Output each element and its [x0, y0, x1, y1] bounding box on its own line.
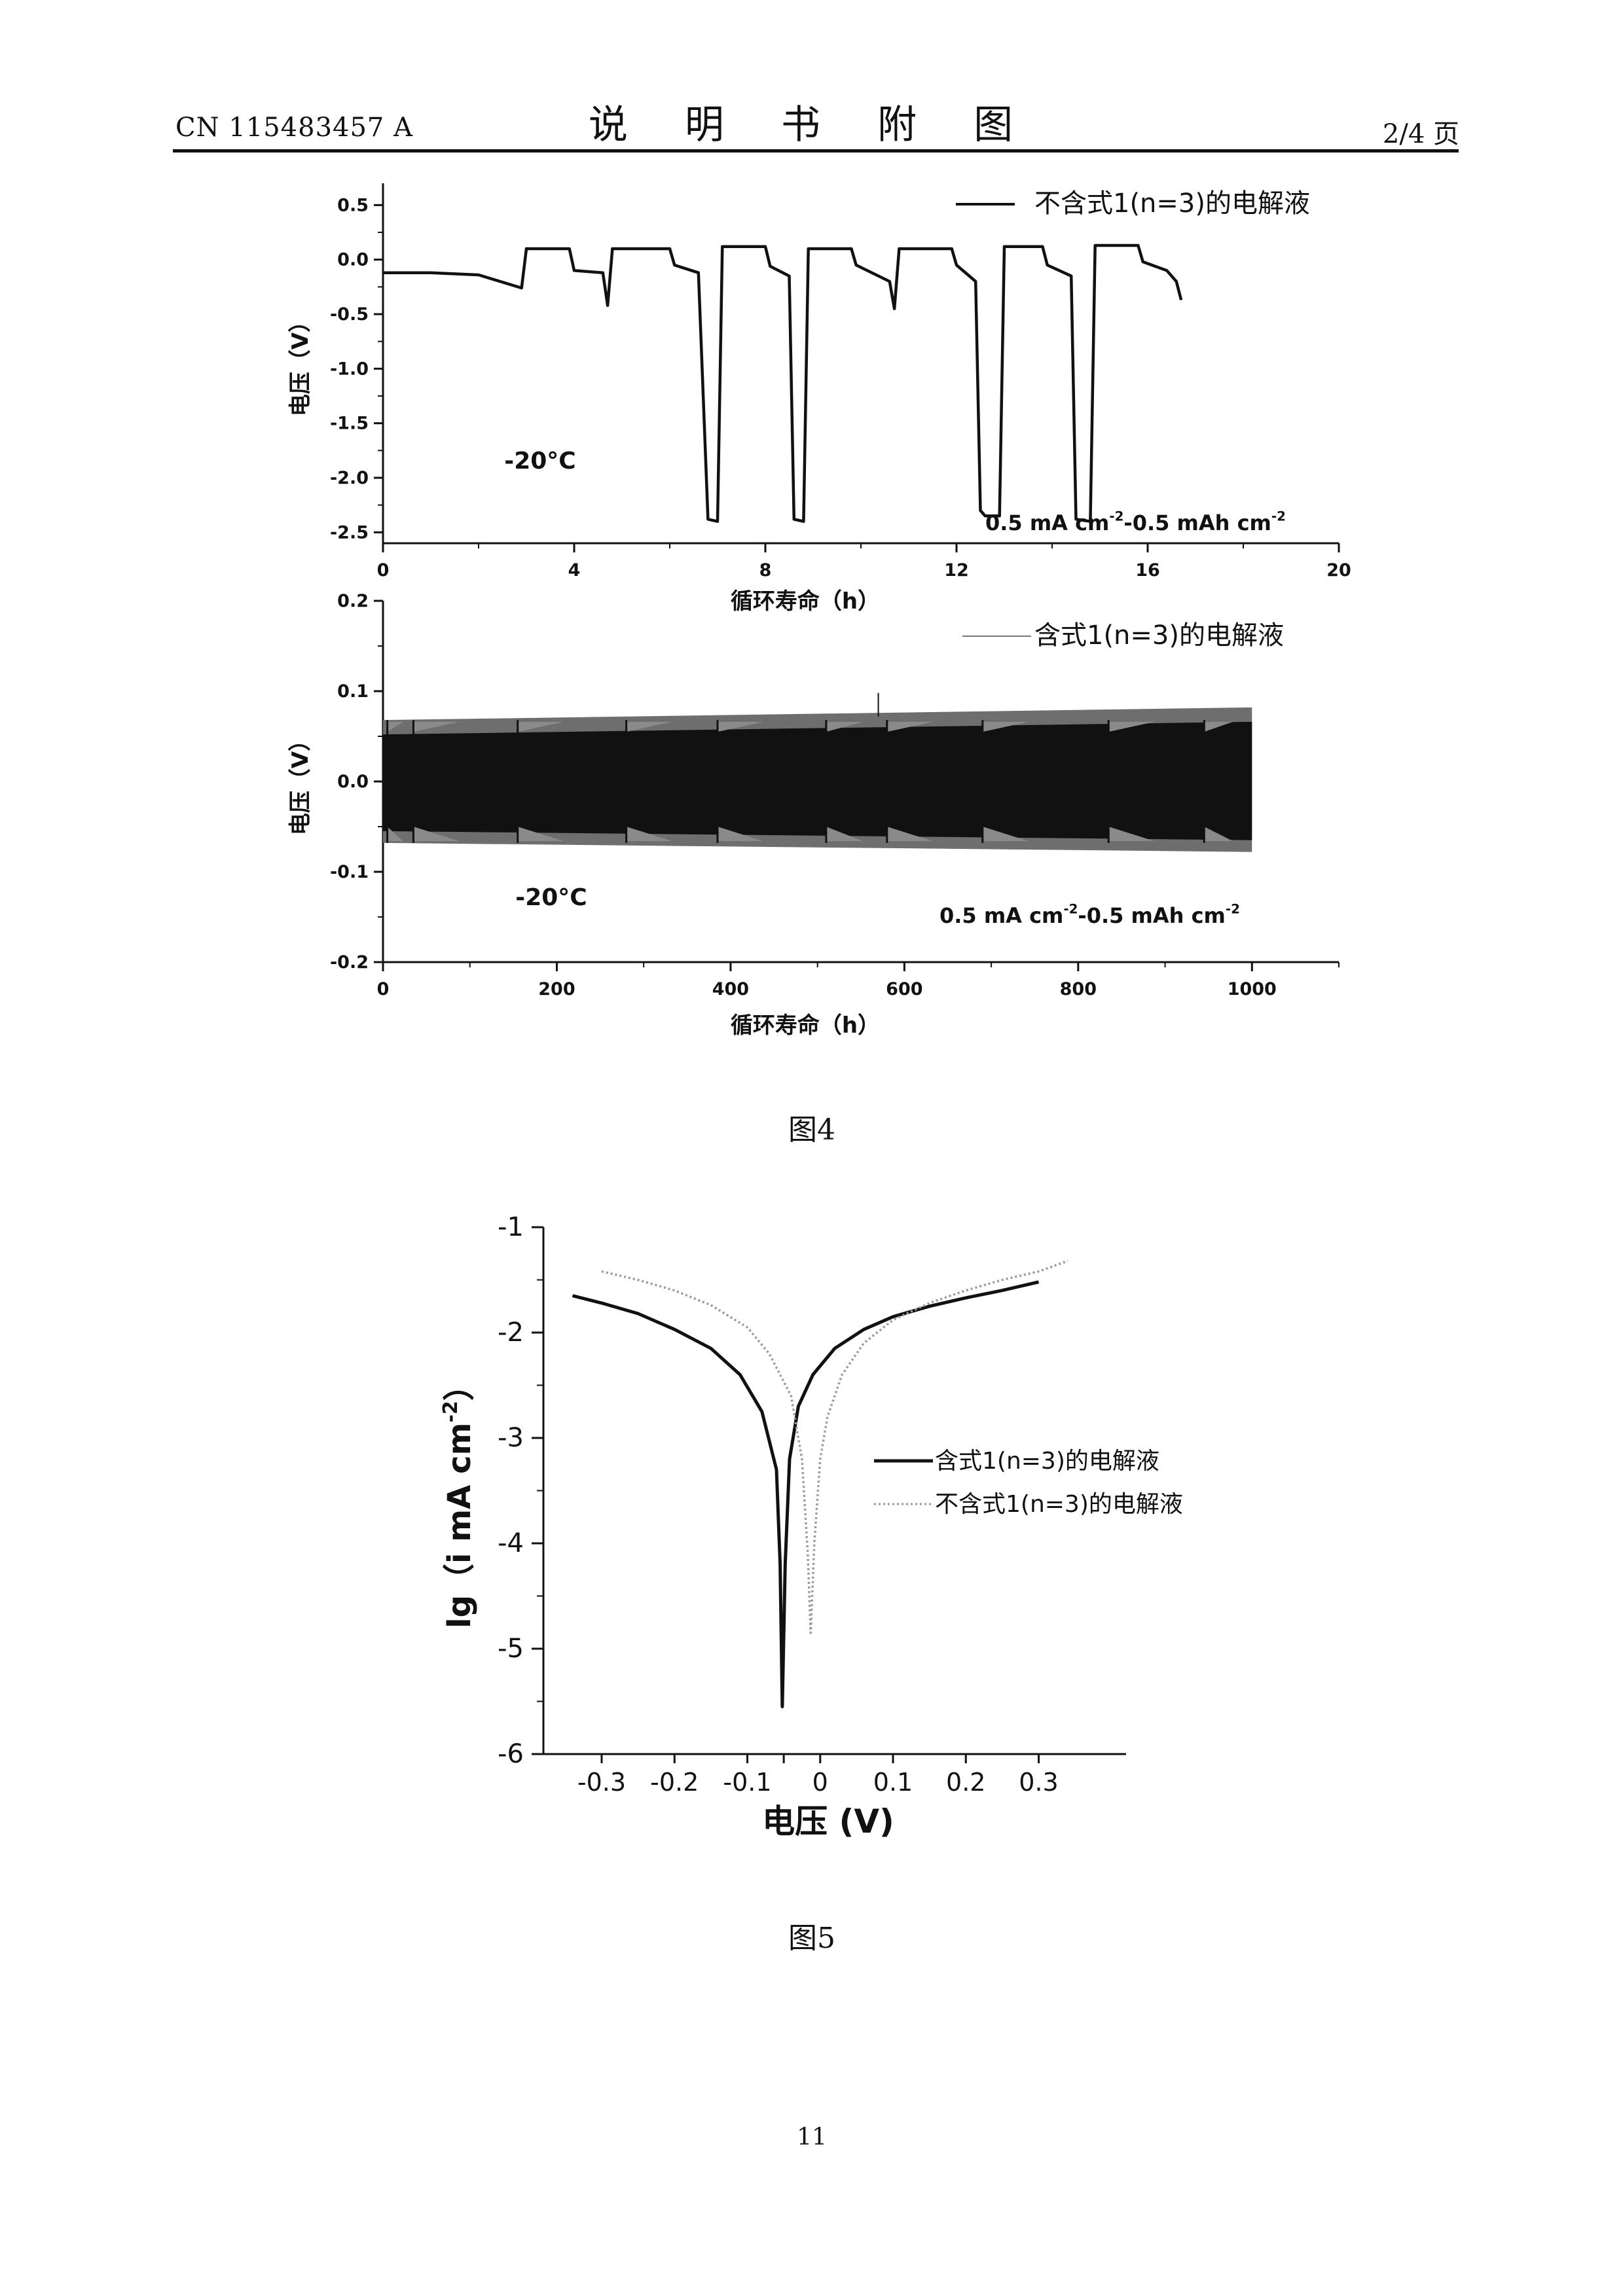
figure-5-caption: 图5 — [788, 1922, 835, 1955]
fig5-x-tick-label: 0.3 — [1019, 1768, 1058, 1797]
fig5-x-tick-label: 0 — [812, 1768, 828, 1797]
fig4b-cycle-segment-top — [826, 721, 863, 732]
fig5-y-tick-label: -4 — [498, 1528, 524, 1558]
fig5-legend-label-with: 含式1(n=3)的电解液 — [935, 1448, 1159, 1475]
fig4b-cycle-segment-top — [718, 721, 763, 732]
fig4a-y-tick-label: -2.0 — [330, 468, 369, 488]
fig4b-x-tick-label: 200 — [538, 979, 575, 999]
fig4b-cycle-segment-bottom — [826, 827, 863, 842]
fig4b-x-tick-label: 0 — [377, 979, 390, 999]
fig4b-x-tick-label: 600 — [886, 979, 922, 999]
fig5-x-axis-label: 电压 (V) — [762, 1803, 894, 1840]
fig4b-cycle-segment-bottom — [886, 827, 933, 842]
page-title: 说 明 书 附 图 — [588, 102, 1036, 148]
fig4a-series-line — [383, 243, 1183, 523]
fig5-y-axis-label: lg（i mA cm-2） — [439, 1369, 478, 1628]
fig4a-x-tick-label: 4 — [568, 560, 581, 581]
fig4a-x-axis-label: 循环寿命（h） — [731, 588, 880, 615]
fig5-y-tick-label: -5 — [498, 1634, 524, 1664]
fig4b-cycle-segment-top — [1108, 721, 1155, 732]
fig4b-cycle-segment-bottom — [982, 827, 1029, 842]
fig5-x-tick-label: -0.2 — [650, 1768, 699, 1797]
fig5-x-tick-label: -0.1 — [723, 1768, 771, 1797]
fig4b-y-tick-label: 0.0 — [337, 772, 369, 792]
fig5-legend-label-without: 不含式1(n=3)的电解液 — [935, 1491, 1183, 1518]
fig4a-x-tick-label: 8 — [759, 560, 772, 581]
fig4a-y-tick-label: -1.5 — [330, 414, 369, 434]
fig4b-cycle-segment-bottom — [387, 827, 403, 842]
fig4b-y-tick-label: -0.2 — [330, 952, 369, 973]
fig4b-cycle-segment-bottom — [1108, 827, 1155, 842]
fig4b-x-tick-label: 400 — [712, 979, 749, 999]
fig4a-x-tick-label: 16 — [1135, 560, 1160, 581]
fig5-x-tick-label: 0.1 — [873, 1768, 913, 1797]
fig4b-y-tick-label: -0.1 — [330, 862, 369, 882]
fig4b-series-core — [383, 721, 1252, 840]
page-number: 11 — [797, 2124, 827, 2151]
fig4b-cycle-segment-top — [517, 721, 564, 732]
fig4b-cycle-segment-bottom — [517, 827, 564, 842]
fig4a-x-tick-label: 20 — [1326, 560, 1351, 581]
fig4b-cycle-segment-bottom — [1204, 827, 1233, 842]
fig4b-cycle-segment-top — [1204, 721, 1233, 732]
fig4b-y-axis-label: 电压（V） — [287, 729, 314, 835]
fig4b-cycle-segment-top — [886, 721, 933, 732]
fig4b-y-tick-label: 0.1 — [337, 681, 369, 702]
fig4b-legend-label: 含式1(n=3)的电解液 — [1034, 620, 1284, 651]
header-rule — [173, 149, 1459, 152]
fig4b-cycle-segment-top — [626, 721, 672, 732]
page-indicator: 2/4 页 — [1382, 119, 1459, 149]
fig4b-cycle-segment-top — [387, 721, 403, 732]
fig4b-cycle-segment-top — [982, 721, 1029, 732]
fig4b-x-tick-label: 1000 — [1228, 979, 1277, 999]
fig5-y-tick-label: -2 — [498, 1318, 524, 1348]
figure-4-caption: 图4 — [788, 1113, 835, 1147]
fig4a-x-tick-label: 0 — [377, 560, 390, 581]
fig4a-y-tick-label: -1.0 — [330, 359, 369, 379]
fig4b-condition-annotation: 0.5 mA cm-2-0.5 mAh cm-2 — [939, 902, 1240, 928]
fig4b-cycle-segment-top — [413, 721, 460, 732]
fig5-y-tick-label: -1 — [498, 1212, 524, 1242]
patent-number: CN 115483457 A — [175, 113, 413, 143]
fig5-x-tick-label: -0.3 — [577, 1768, 626, 1797]
fig4b-x-tick-label: 800 — [1060, 979, 1097, 999]
fig4a-y-tick-label: -0.5 — [330, 304, 369, 325]
fig4a-y-tick-label: -2.5 — [330, 522, 369, 543]
fig4a-x-tick-label: 12 — [944, 560, 969, 581]
fig4a-y-tick-label: 0.0 — [337, 250, 369, 270]
fig4a-y-tick-label: 0.5 — [337, 195, 369, 215]
fig4b-y-tick-label: 0.2 — [337, 591, 369, 611]
fig5-y-tick-label: -6 — [498, 1739, 524, 1769]
fig5-x-tick-label: 0.2 — [946, 1768, 985, 1797]
fig4a-legend-label: 不含式1(n=3)的电解液 — [1034, 188, 1310, 219]
fig5-series-without-additive — [601, 1259, 1068, 1634]
fig4b-cycle-segment-bottom — [718, 827, 763, 842]
fig4b-cycle-segment-bottom — [626, 827, 672, 842]
fig5-series-with-additive — [572, 1280, 1040, 1709]
fig4a-condition-annotation: 0.5 mA cm-2-0.5 mAh cm-2 — [985, 509, 1286, 535]
fig4b-cycle-segment-bottom — [413, 827, 460, 842]
fig4b-x-axis-label: 循环寿命（h） — [731, 1013, 880, 1039]
fig4b-temperature-annotation: -20°C — [515, 884, 587, 911]
fig5-y-tick-label: -3 — [498, 1423, 524, 1453]
fig4a-y-axis-label: 电压（V） — [287, 310, 314, 416]
fig4a-temperature-annotation: -20°C — [504, 448, 575, 475]
